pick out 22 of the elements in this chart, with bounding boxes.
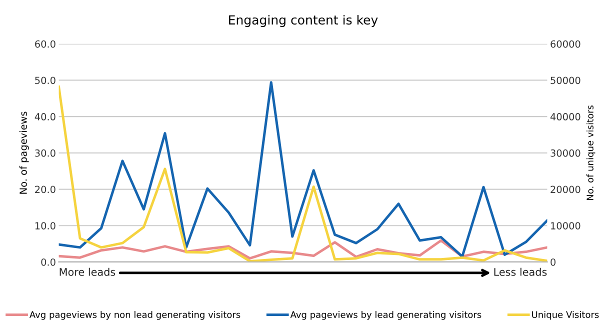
chart-title: Engaging content is key (229, 14, 378, 28)
legend-label: Avg pageviews by lead generating visitors (290, 311, 482, 320)
text: Less leads (494, 268, 547, 276)
y2-axis-title: No. of unique visitors (586, 105, 596, 200)
y2-tick-label: 30000 (550, 149, 580, 157)
text: More leads (60, 268, 116, 276)
y-tick-label: 10.0 (35, 222, 56, 230)
y2-tick-label: 50000 (550, 76, 580, 84)
y2-tick-label: 40000 (550, 113, 580, 120)
y2-tick-label: 0 (550, 258, 556, 266)
y-tick-label: 30.0 (35, 149, 56, 157)
y-tick-label: 40.0 (34, 113, 56, 120)
y-tick-label: 60.0 (35, 40, 56, 48)
legend-label: Avg pageviews by non lead generating visitors (29, 311, 240, 320)
legend-label: Unique Visitors (532, 311, 599, 320)
y2-tick-label: 60000 (550, 40, 580, 48)
y2-tick-label: 10000 (551, 222, 580, 230)
y-tick-label: 20.0 (35, 186, 56, 194)
y-tick-label: 0.0 (41, 258, 56, 266)
y-tick-label: 50.0 (35, 76, 56, 84)
y2-tick-label: 20000 (550, 186, 580, 194)
y-axis-title: No. of pageviews (19, 112, 29, 194)
